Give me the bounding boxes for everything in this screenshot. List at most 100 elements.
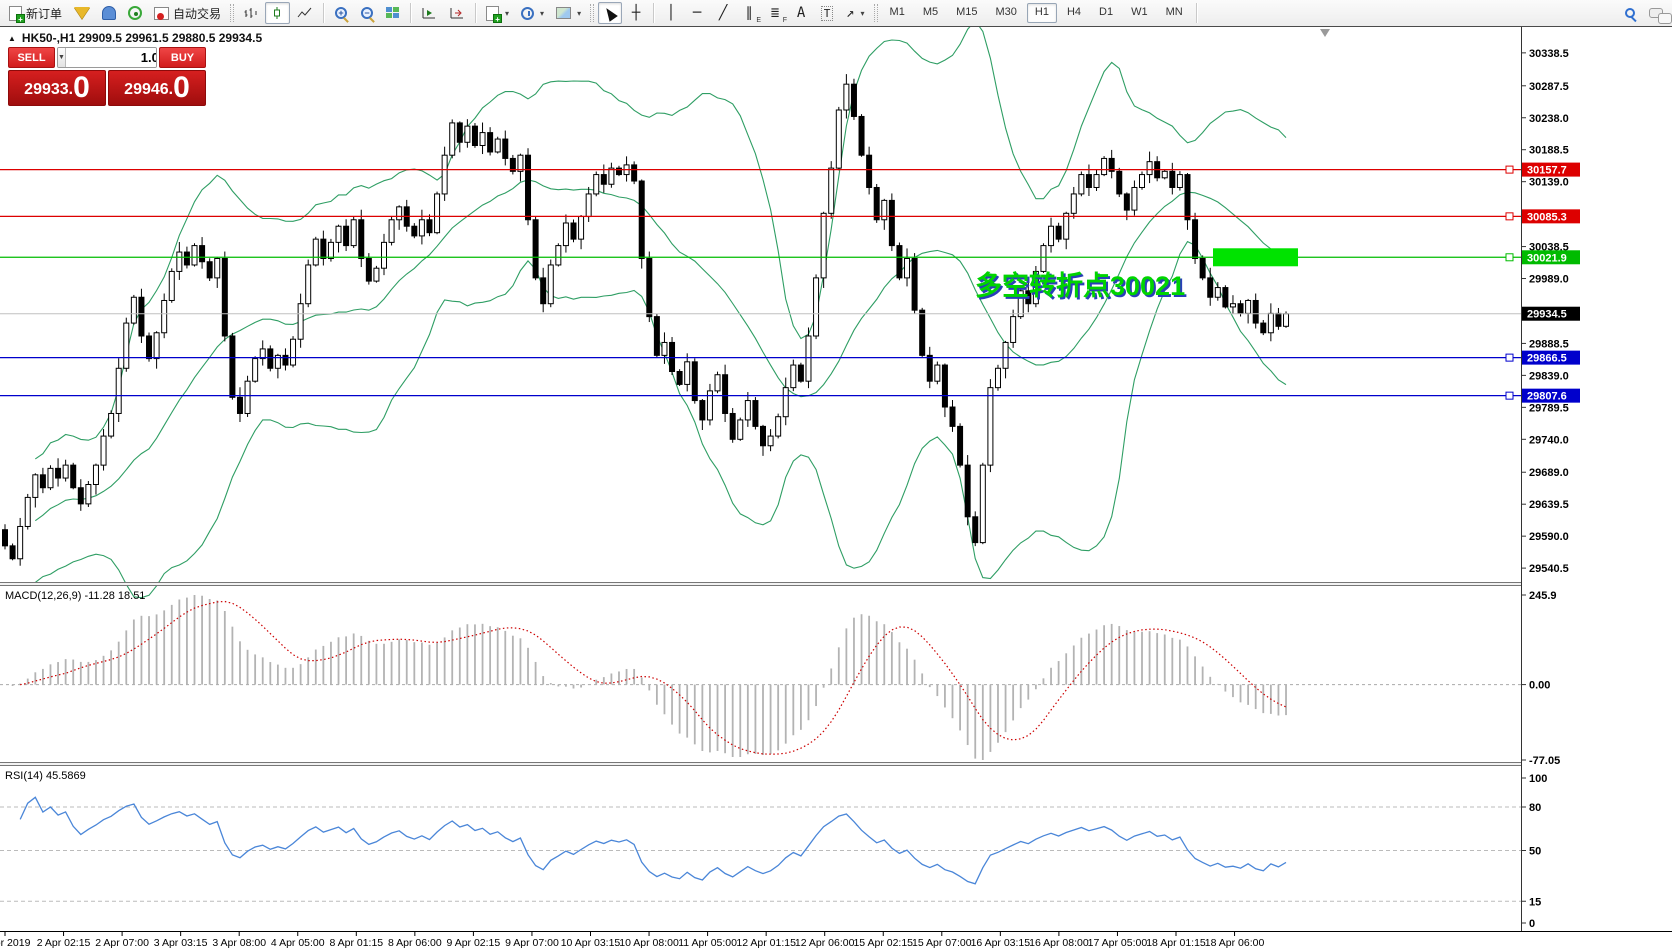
collapse-one-click-icon[interactable]: ▲ xyxy=(8,33,16,43)
dropdown-arrow-icon: ▾ xyxy=(860,8,865,18)
chart-shift-button[interactable] xyxy=(444,2,470,24)
candle-body xyxy=(327,241,334,260)
signals-button[interactable] xyxy=(123,2,147,24)
timeframe-m30[interactable]: M30 xyxy=(995,6,1017,18)
fibonacci-letter: F xyxy=(782,17,788,24)
x-tick-label: 17 Apr 05:00 xyxy=(1088,937,1148,949)
hline-handle[interactable] xyxy=(1505,212,1514,221)
timeframe-m5[interactable]: M5 xyxy=(922,6,939,18)
crosshair-button[interactable]: ┼ xyxy=(624,2,648,24)
volume-input[interactable] xyxy=(65,48,156,67)
timeframe-mn[interactable]: MN xyxy=(1165,6,1183,18)
channel-icon: ∥ xyxy=(745,5,753,21)
chart-window[interactable]: 多空转折点30021 多空转折点30021 MACD(12,26,9) -11.28… xyxy=(0,27,1672,951)
candle-body xyxy=(290,338,297,366)
zoom-in-button[interactable]: + xyxy=(329,2,353,24)
candle-body xyxy=(183,251,190,266)
timeframe-m15[interactable]: M15 xyxy=(956,6,978,18)
price-label-text: 30085.3 xyxy=(1527,211,1567,223)
candle-body xyxy=(555,245,562,266)
tile-windows-button[interactable] xyxy=(381,2,405,24)
auto-scroll-button[interactable] xyxy=(416,2,442,24)
annotation-text[interactable]: 多空转折点30021 xyxy=(975,270,1185,301)
macd-label: MACD(12,26,9) -11.28 18.51 xyxy=(5,590,145,602)
trendline-button[interactable]: ╱ xyxy=(711,2,735,24)
candle-body xyxy=(418,219,425,237)
candle-body xyxy=(471,125,478,147)
navigator-button[interactable] xyxy=(97,2,121,24)
timeframe-h1[interactable]: H1 xyxy=(1026,3,1057,23)
timeframe-w1[interactable]: W1 xyxy=(1131,6,1148,18)
new-order-button[interactable]: + 新订单 xyxy=(4,2,67,24)
hline-handle[interactable] xyxy=(1505,391,1514,400)
y-tick-label: 29888.5 xyxy=(1529,338,1569,350)
timeframe-m1[interactable]: M1 xyxy=(889,6,905,18)
y-tick-label: 30338.5 xyxy=(1529,48,1569,60)
buy-button[interactable]: BUY xyxy=(159,47,206,68)
pane-separator[interactable] xyxy=(0,762,1672,766)
zoom-in-icon: + xyxy=(335,7,348,19)
y-tick-label: 30238.0 xyxy=(1529,113,1569,125)
arrows-dropdown[interactable]: ↗ ▾ xyxy=(841,2,869,24)
channel-button[interactable]: ∥ E xyxy=(737,2,762,24)
candle-body xyxy=(828,167,835,214)
bar-chart-button[interactable] xyxy=(238,2,263,24)
candle-body xyxy=(411,225,418,237)
candle-body xyxy=(297,303,304,340)
hline-handle[interactable] xyxy=(1505,353,1514,362)
search-button[interactable] xyxy=(1618,2,1642,24)
candle-body xyxy=(767,435,774,447)
candle-body xyxy=(615,167,622,176)
market-watch-button[interactable] xyxy=(69,2,95,24)
candle-body xyxy=(1055,225,1062,240)
price-label-text: 29934.5 xyxy=(1527,309,1567,321)
candle-body xyxy=(760,425,766,447)
vertical-line-icon: │ xyxy=(666,5,676,21)
candle-body xyxy=(706,390,713,421)
volume-down-button[interactable]: ▼ xyxy=(58,48,66,67)
toolbar-separator xyxy=(410,3,412,23)
annotation-rectangle[interactable] xyxy=(1213,248,1298,267)
profiles-dropdown[interactable]: ▾ xyxy=(516,2,549,24)
candle-body xyxy=(964,464,971,518)
pane-separator[interactable] xyxy=(0,582,1672,586)
buy-price-tile[interactable]: 29946. 0 xyxy=(108,70,206,106)
candle-body xyxy=(244,380,251,414)
chat-button[interactable] xyxy=(1644,2,1672,24)
timeframe-h4[interactable]: H4 xyxy=(1066,6,1082,18)
new-chart-dropdown[interactable]: + ▾ xyxy=(481,2,514,24)
signal-icon xyxy=(128,6,143,20)
candle-body xyxy=(638,180,645,260)
autotrading-button[interactable]: 自动交易 xyxy=(149,2,226,24)
sell-button[interactable]: SELL xyxy=(8,47,55,68)
hline-handle[interactable] xyxy=(1505,165,1514,174)
vertical-line-button[interactable]: │ xyxy=(659,2,683,24)
candle-body xyxy=(919,309,926,356)
sell-price-tile[interactable]: 29933. 0 xyxy=(8,70,106,106)
timeframe-d1[interactable]: D1 xyxy=(1099,6,1114,18)
cursor-button[interactable] xyxy=(598,2,623,24)
candle-body xyxy=(464,125,471,143)
candle-body xyxy=(1131,186,1138,211)
dropdown-arrow-icon: ▾ xyxy=(540,8,545,18)
rsi-label: RSI(14) 45.5869 xyxy=(5,770,86,782)
text-label-button[interactable]: T xyxy=(815,2,839,24)
templates-dropdown[interactable]: ▾ xyxy=(551,2,586,24)
candle-body xyxy=(1275,312,1282,327)
line-chart-button[interactable] xyxy=(292,2,318,24)
buy-price: 29946 xyxy=(124,81,169,98)
candle-body xyxy=(1214,287,1221,298)
text-tool-button[interactable]: A xyxy=(789,2,813,24)
candle-body xyxy=(153,332,160,360)
chart-shift-marker[interactable] xyxy=(1320,29,1330,37)
candlestick-chart-button[interactable] xyxy=(265,2,291,24)
zoom-out-button[interactable]: − xyxy=(355,2,379,24)
price-scale-background[interactable] xyxy=(1522,27,1672,931)
x-tick-label: 18 Apr 01:15 xyxy=(1146,937,1206,949)
x-tick-label: 12 Apr 06:00 xyxy=(795,937,855,949)
candle-body xyxy=(911,258,918,311)
fibonacci-button[interactable]: ≣ F xyxy=(763,2,787,24)
hline-handle[interactable] xyxy=(1505,253,1514,262)
horizontal-line-button[interactable]: ─ xyxy=(685,2,709,24)
